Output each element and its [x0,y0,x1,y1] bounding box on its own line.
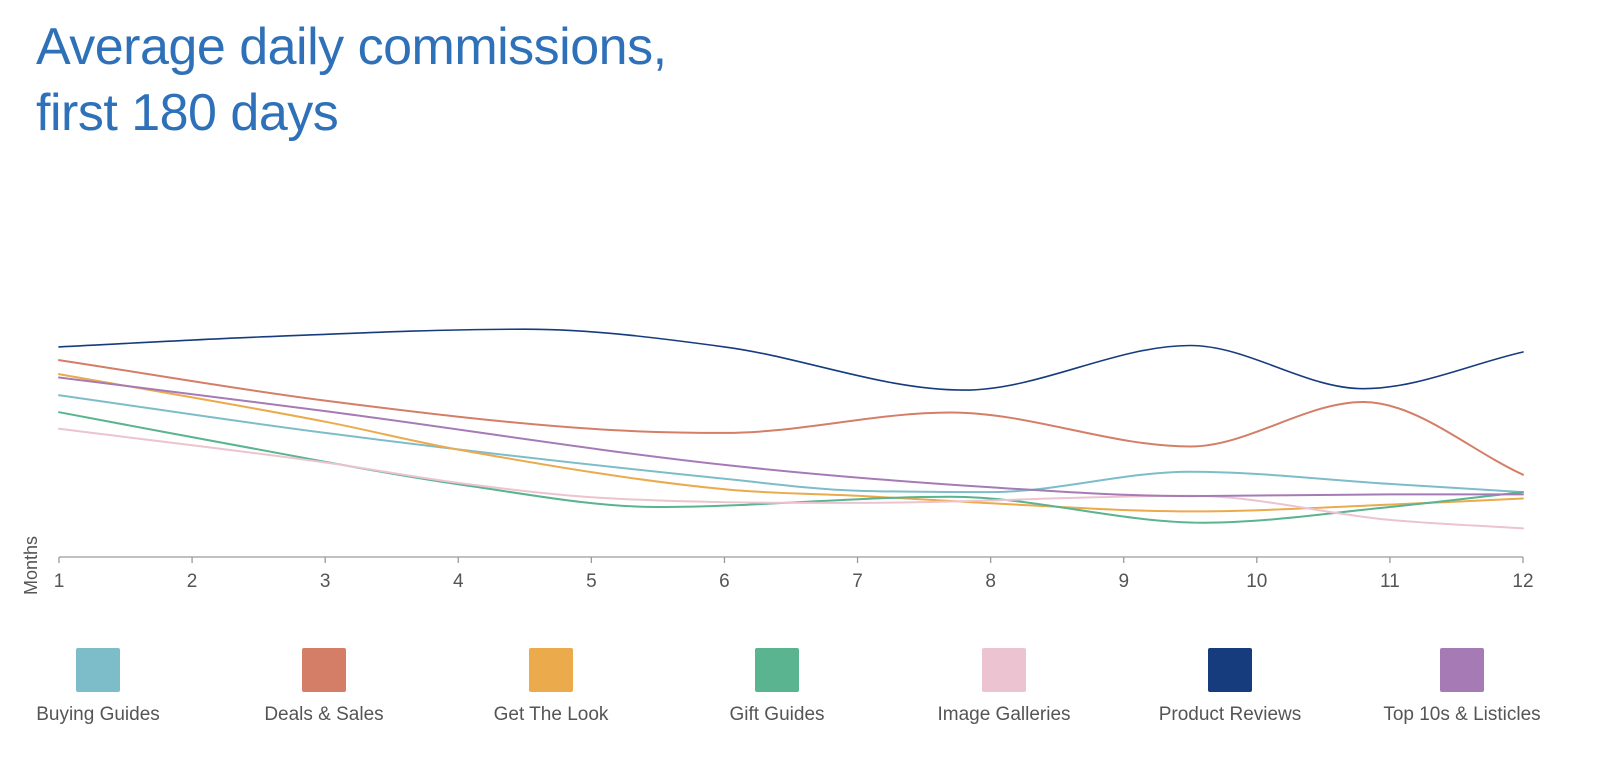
legend-label: Buying Guides [36,704,160,725]
legend-label: Deals & Sales [264,704,384,725]
legend-item-image-galleries: Image Galleries [904,648,1104,726]
chart-title: Average daily commissions, first 180 day… [36,14,667,146]
x-tick-label: 7 [852,571,863,592]
x-tick-label: 8 [985,571,996,592]
legend-swatch [982,648,1026,692]
legend-swatch [529,648,573,692]
x-tick-label: 5 [586,571,597,592]
chart-title-line-2: first 180 days [36,84,339,142]
legend-label: Image Galleries [937,704,1071,725]
legend-item-get-the-look: Get The Look [451,648,651,726]
x-tick-label: 4 [453,571,464,592]
x-tick-label: 1 [54,571,65,592]
series-line-buying-guides [58,394,1524,494]
legend-swatch [1208,648,1252,692]
legend-swatch [1440,648,1484,692]
series-line-image-galleries [58,427,1524,530]
x-tick-label: 3 [320,571,331,592]
x-tick-label: 6 [719,571,730,592]
x-tick-label: 9 [1118,571,1129,592]
chart-title-line-1: Average daily commissions, [36,18,667,76]
legend-item-product-reviews: Product Reviews [1130,648,1330,726]
x-tick-label: 12 [1512,571,1533,592]
x-tick-label: 10 [1246,571,1267,592]
legend-label: Product Reviews [1158,704,1302,725]
series-line-product-reviews [58,328,1524,391]
legend-item-gift-guides: Gift Guides [677,648,877,726]
legend-swatch [755,648,799,692]
legend-item-deals-sales: Deals & Sales [224,648,424,726]
series-line-top-10s-listicles [58,376,1524,498]
legend-item-top-10s-listicles: Top 10s & Listicles [1362,648,1562,726]
legend-label: Gift Guides [729,704,825,725]
x-axis-label: Months [21,536,41,595]
legend-label: Get The Look [493,704,609,725]
legend-swatch [76,648,120,692]
legend-label: Top 10s & Listicles [1383,704,1541,725]
legend-item-buying-guides: Buying Guides [0,648,198,726]
series-lines [58,328,1524,530]
chart-legend: Buying Guides Deals & Sales Get The Look Gi… [0,648,1599,758]
x-tick-label: 11 [1380,571,1400,592]
x-tick-label: 2 [187,571,198,592]
legend-swatch [302,648,346,692]
series-line-deals-sales [58,359,1524,476]
